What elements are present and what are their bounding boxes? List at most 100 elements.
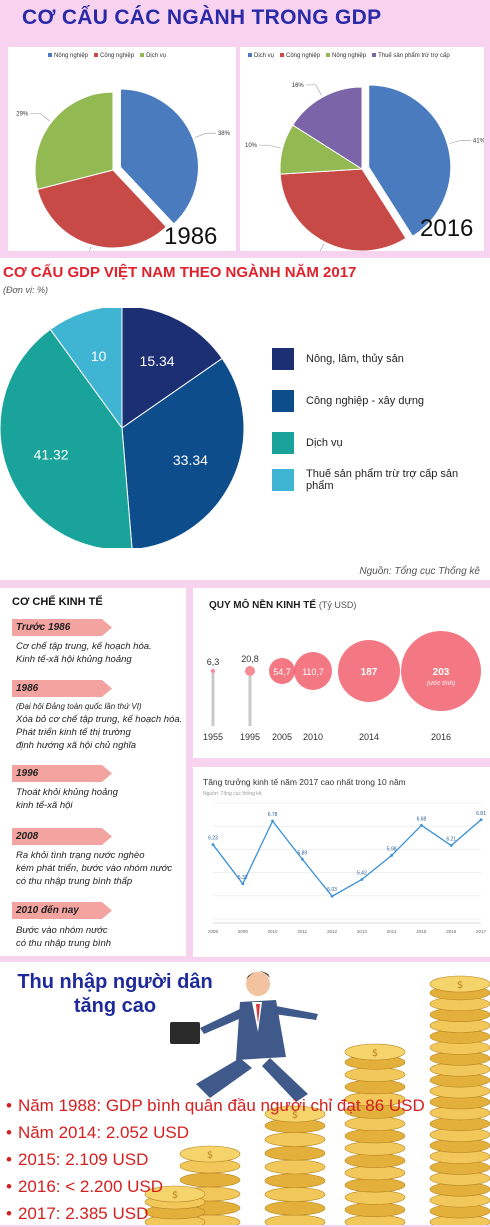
economy-size-title-text: QUY MÔ NỀN KINH TẾ — [209, 600, 317, 611]
income-item: 2017: 2.385 USD — [6, 1200, 425, 1227]
pie-slice — [36, 169, 168, 249]
growth-value-label: 5.89 — [297, 850, 307, 856]
pie-slice — [0, 328, 133, 548]
mechanism-line: có thu nhập trung bình — [16, 938, 112, 949]
year-label-2016: 2016 — [420, 215, 474, 242]
growth-year-label: 2014 — [387, 929, 398, 934]
dollar-icon: $ — [372, 1048, 378, 1059]
growth-point — [211, 843, 215, 847]
mechanism-line: kém phát triển, bước vào nhóm nước — [16, 863, 173, 874]
mechanism-text: Ra khỏi tình trạng nước nghèo kém phát t… — [16, 849, 172, 888]
leader-line — [305, 84, 322, 96]
year-label-1986: 1986 — [164, 223, 218, 250]
growth-year-label: 2008 — [208, 929, 219, 934]
year-tick-label: 2010 — [303, 732, 323, 742]
mechanism-title: CƠ CHẾ KINH TẾ — [12, 596, 103, 608]
mechanism-tag: 2008 — [12, 828, 112, 845]
income-title-line: tăng cao — [73, 995, 157, 1017]
legend-label: Nông, lâm, thủy sản — [306, 353, 404, 365]
leader-line — [194, 132, 216, 138]
leader-line — [319, 243, 325, 251]
slice-label: 33.34 — [173, 452, 208, 468]
income-item: Năm 1988: GDP bình quân đầu người chỉ đạ… — [6, 1092, 425, 1119]
pie-slice — [119, 88, 199, 225]
income-item: Năm 2014: 2.052 USD — [6, 1119, 425, 1146]
growth-subtitle: Nguồn: Tổng cục thống kê — [203, 791, 262, 797]
dollar-icon: $ — [457, 980, 463, 991]
coin-top — [429, 975, 490, 993]
economy-size-panel: QUY MÔ NỀN KINH TẾ (Tỷ USD) 6,3 1955 20,8 1… — [193, 588, 490, 758]
growth-line — [212, 819, 482, 898]
pie-1986-chart: 38%33%29% — [16, 88, 231, 251]
legend-label: Dịch vụ — [254, 53, 275, 59]
slice-label: 10 — [91, 348, 107, 364]
legend-item: Dịch vụ — [272, 432, 482, 454]
mechanism-tag: 1996 — [12, 765, 112, 782]
growth-year-label: 2015 — [416, 929, 427, 934]
pie-2016-legend: Dịch vụ Công nghiệp Nông nghiệp Thuế sản… — [248, 53, 450, 59]
growth-title: Tăng trưởng kinh tế năm 2017 cao nhất tr… — [203, 777, 406, 787]
economy-size-chart: 6,3 1955 20,8 1995 54,7 2005 110,7 2010 187 2014 2… — [203, 631, 481, 742]
income-title: Thu nhập người dân tăng cao — [0, 970, 230, 1018]
estimate-note: (ước tính) — [427, 680, 455, 687]
pie-2016-chart: 41%33%10%16% — [245, 83, 484, 251]
mechanism-tag: Trước 1986 — [12, 619, 112, 636]
growth-point — [241, 882, 245, 886]
growth-value-label: 5.98 — [387, 846, 397, 852]
legend-item: Thuế sản phẩm trừ trợ cấp — [372, 53, 450, 59]
slice-label: 15.34 — [140, 353, 175, 369]
pie-2017-chart: 15.34 33.34 41.32 10 — [0, 308, 245, 548]
pie-1986-panel: Nông nghiệp Công nghiệp Dịch vụ 38%33%29… — [8, 47, 236, 251]
leader-line — [30, 113, 50, 122]
pie-slice — [292, 86, 363, 170]
economy-size-unit: (Tỷ USD) — [318, 600, 357, 610]
bubble-label: 6,3 — [207, 657, 220, 667]
growth-year-label: 2013 — [357, 929, 368, 934]
growth-point — [300, 857, 304, 861]
growth-year-label: 2012 — [327, 929, 338, 934]
growth-value-label: 6.23 — [208, 836, 218, 842]
mechanism-line: Phát triển kinh tế thị trường — [16, 727, 131, 738]
income-item: 2015: 2.109 USD — [6, 1146, 425, 1173]
growth-point — [479, 818, 483, 822]
gdp-2017-source: Nguồn: Tổng cục Thống kê — [359, 566, 480, 577]
bubble — [401, 631, 481, 711]
pie-slice — [121, 357, 245, 548]
mechanism-line: có thu nhập trung bình thấp — [16, 876, 133, 887]
year-tick-label: 1995 — [240, 732, 260, 742]
growth-chart: 6.23 2008 5.32 2009 6.78 2010 5.89 2011 5.03 2012… — [208, 802, 487, 934]
bubble — [245, 666, 255, 676]
mechanism-line: kinh tế-xã hội — [16, 800, 73, 811]
mechanism-line: Thoát khỏi khủng hoảng — [16, 787, 118, 798]
growth-point — [330, 894, 334, 898]
legend-item: Thuế sản phẩm trừ trợ cấp sản phẩm — [272, 468, 482, 492]
pie-1986-legend: Nông nghiệp Công nghiệp Dịch vụ — [48, 53, 166, 59]
growth-year-label: 2010 — [268, 929, 279, 934]
legend-label: Công nghiệp — [286, 53, 321, 59]
bubble-label: 110,7 — [302, 667, 324, 677]
bubble — [294, 652, 332, 690]
legend-item: Nông nghiệp — [48, 53, 88, 59]
year-tick-label: 2005 — [272, 732, 292, 742]
growth-value-label: 5.42 — [357, 870, 367, 876]
slice-label: 41.32 — [34, 446, 69, 462]
bubble-label: 54,7 — [273, 667, 291, 677]
legend-label: Công nghiệp — [100, 53, 135, 59]
gdp-2017-unit: (Đơn vị: %) — [3, 285, 48, 295]
mechanism-tag: 2010 đến nay — [12, 902, 112, 919]
year-tick-label: 2014 — [359, 732, 379, 742]
legend-item: Công nghiệp — [94, 53, 134, 59]
legend-label: Công nghiệp - xây dựng — [306, 395, 425, 407]
bubble-label: 20,8 — [241, 654, 259, 664]
income-list: Năm 1988: GDP bình quân đầu người chỉ đạ… — [6, 1092, 425, 1227]
legend-label: Thuế sản phẩm trừ trợ cấp sản phẩm — [306, 468, 459, 492]
slice-label: 41% — [473, 138, 484, 144]
mechanism-text: Bước vào nhóm nước có thu nhập trung bìn… — [16, 924, 111, 950]
growth-value-label: 6.78 — [268, 812, 278, 818]
mechanism-line: Kinh tế-xã hội khủng hoảng — [16, 654, 132, 665]
economy-size-title: QUY MÔ NỀN KINH TẾ (Tỷ USD) — [209, 600, 356, 611]
leader-line — [259, 144, 281, 149]
leader-line — [449, 139, 471, 144]
coin — [344, 1067, 406, 1082]
legend-label: Dịch vụ — [306, 437, 343, 449]
